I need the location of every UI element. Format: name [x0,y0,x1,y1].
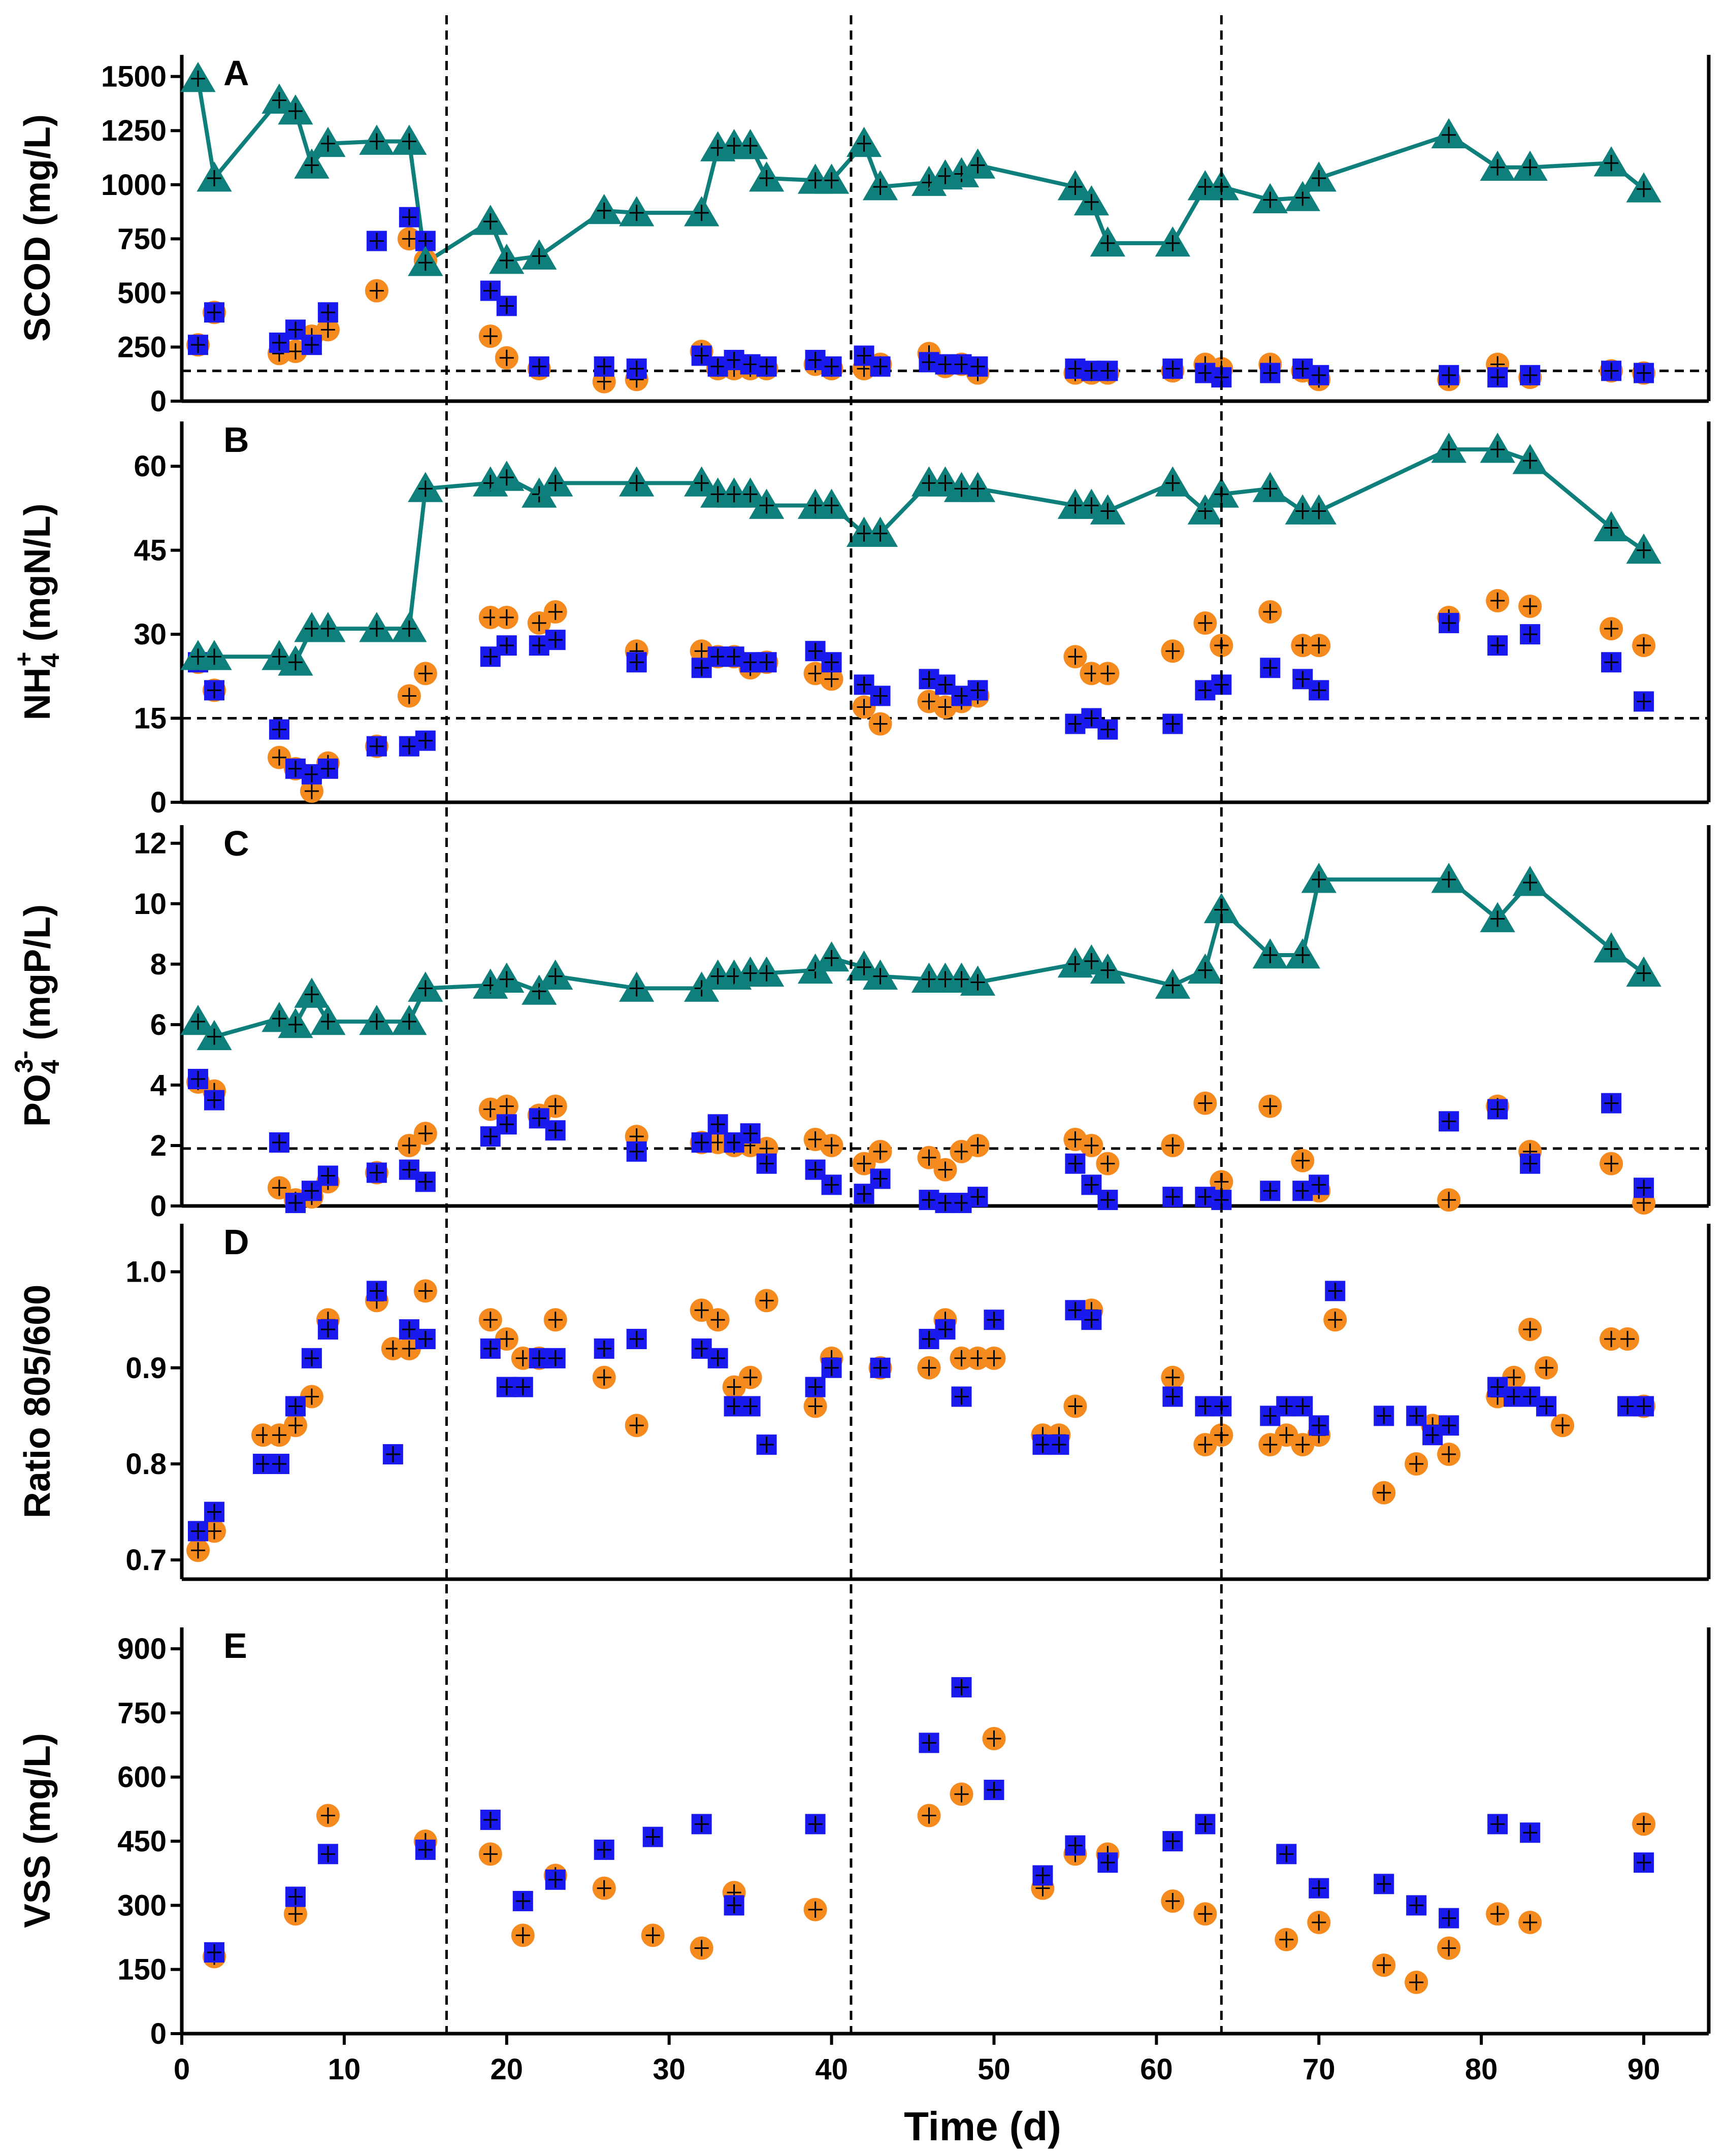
y-axis-title: SCOD (mg/L) [17,114,58,342]
x-tick-label: 70 [1302,2053,1336,2086]
x-tick-label: 40 [815,2053,848,2086]
y-tick-label: 900 [117,1632,167,1665]
y-tick-label: 6 [150,1008,167,1041]
y-axis-title: PO43- (mgP/L) [10,904,64,1127]
x-tick-label: 80 [1465,2053,1498,2086]
y-tick-label: 150 [117,1953,167,1986]
y-axis-title: VSS (mg/L) [17,1733,58,1928]
x-tick-label: 90 [1627,2053,1660,2086]
y-axis-title: NH4+ (mgN/L) [10,504,64,721]
panel-letter: E [223,1626,247,1665]
panel-letter: C [223,824,249,863]
panel-letter: A [223,53,249,93]
y-tick-label: 600 [117,1761,167,1794]
y-tick-label: 250 [117,331,167,364]
panel-letter: B [223,420,249,460]
x-tick-label: 30 [653,2053,686,2086]
y-tick-label: 2 [150,1129,167,1162]
x-tick-label: 10 [328,2053,361,2086]
y-tick-label: 4 [150,1069,167,1102]
y-tick-label: 0.7 [125,1544,167,1577]
triangle-series-line [197,877,1645,1039]
y-tick-label: 750 [117,1696,167,1729]
x-tick-label: 0 [174,2053,190,2086]
x-tick-label: 60 [1140,2053,1173,2086]
y-tick-label: 0 [150,786,167,819]
y-tick-label: 12 [134,827,167,860]
panel-d: 0.7 0.8 0.9 1.0 Ratio 805/600 D [17,1222,1711,1581]
panel-c: 0 2 4 6 8 10 12 PO43- (mgP/L) C [10,824,1711,1223]
y-tick-label: 300 [117,1889,167,1922]
x-tick-label: 20 [491,2053,524,2086]
y-axis-title: Ratio 805/600 [17,1285,58,1518]
y-tick-label: 1250 [101,114,167,147]
y-tick-label: 750 [117,222,167,255]
x-axis-title: Time (d) [904,2104,1061,2149]
y-tick-label: 1500 [101,60,167,93]
y-tick-label: 10 [134,888,167,921]
y-tick-label: 15 [134,702,167,735]
y-tick-label: 0 [150,385,167,418]
y-tick-label: 0 [150,2017,167,2050]
phase-boundary-lines [445,15,1223,2036]
x-axis: 0 10 20 30 40 50 60 70 80 90 [174,2034,1660,2086]
panel-letter: D [223,1222,249,1262]
y-tick-label: 1.0 [125,1256,167,1289]
y-tick-label: 0.8 [125,1448,167,1481]
y-tick-label: 8 [150,948,167,981]
y-tick-label: 0 [150,1190,167,1223]
y-tick-label: 500 [117,277,167,310]
y-tick-label: 45 [134,534,167,567]
panel-e: 0 150 300 450 600 750 900 VSS (mg/L) E [17,1626,1711,2050]
y-tick-label: 0.9 [125,1352,167,1385]
panel-b: 0 15 30 45 60 NH4+ (mgN/L) B [10,420,1711,819]
panel-a: 0 250 500 750 1000 1250 1500 SCOD (mg/L) A [17,53,1711,418]
y-tick-label: 1000 [101,169,167,202]
y-tick-label: 450 [117,1825,167,1858]
y-tick-label: 30 [134,618,167,651]
y-tick-label: 60 [134,450,167,483]
x-tick-label: 50 [978,2053,1011,2086]
